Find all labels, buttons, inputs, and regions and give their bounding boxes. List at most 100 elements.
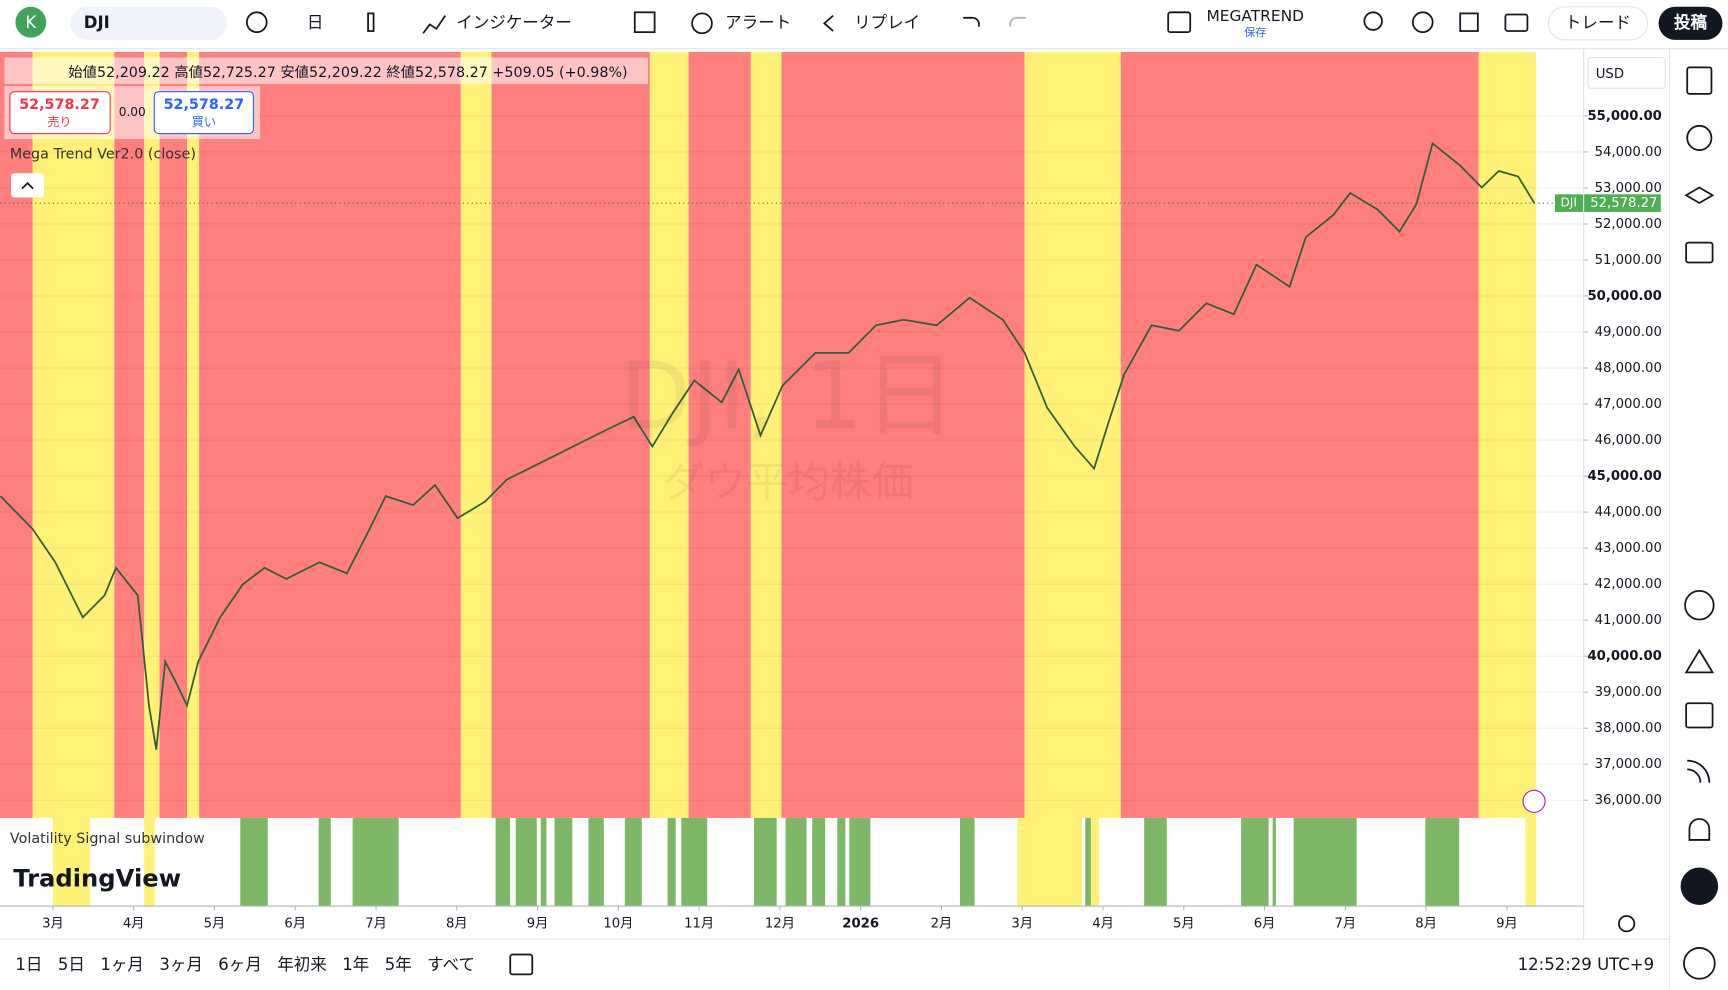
avatar-letter: K <box>25 13 37 32</box>
fullscreen-icon[interactable] <box>1459 12 1479 32</box>
x-tick-label: 6月 <box>284 917 306 932</box>
symbol: DJI <box>84 13 110 32</box>
trend-band <box>144 51 160 818</box>
interval[interactable]: 日 <box>307 13 324 32</box>
avatar[interactable] <box>15 6 47 38</box>
last-price-tag <box>1554 194 1661 212</box>
trend-band <box>750 51 782 818</box>
y-tick-label: 49,000.00 <box>1595 325 1662 340</box>
replay-icon <box>822 14 834 32</box>
watchlist-icon[interactable] <box>1686 66 1713 95</box>
signal-band <box>352 817 399 907</box>
layout-icon[interactable] <box>1167 11 1192 34</box>
collapse-icon <box>21 181 34 190</box>
bell-icon[interactable] <box>1688 818 1711 841</box>
signal-band <box>1525 817 1536 907</box>
chat-icon[interactable] <box>1685 241 1714 264</box>
signal-band <box>240 817 268 907</box>
signal-band <box>667 817 676 907</box>
alert-icon <box>691 12 713 35</box>
y-tick-label: 47,000.00 <box>1595 397 1662 412</box>
calendar-icon[interactable] <box>1685 702 1714 729</box>
y-tick-label: 41,000.00 <box>1595 613 1662 628</box>
x-tick-label: 4月 <box>123 917 145 932</box>
range-button[interactable]: 6ヶ月 <box>218 955 262 974</box>
signal-band <box>1241 817 1269 907</box>
sell-button[interactable] <box>9 91 111 135</box>
stream-icon[interactable] <box>1687 759 1711 783</box>
x-tick-label: 7月 <box>1335 917 1357 932</box>
x-tick-label: 11月 <box>684 917 714 932</box>
x-tick-label: 6月 <box>1254 917 1276 932</box>
ideas-icon[interactable] <box>1684 648 1715 674</box>
target-icon[interactable] <box>1684 589 1715 621</box>
lightning-icon[interactable] <box>1522 789 1546 813</box>
range-button[interactable]: 1日 <box>15 955 42 974</box>
trend-band <box>1024 51 1121 818</box>
layout-name[interactable]: MEGATREND <box>1206 7 1304 25</box>
buy-price: 52,578.27 <box>164 97 245 113</box>
y-tick-label: 40,000.00 <box>1587 649 1661 664</box>
y-tick-label: 46,000.00 <box>1595 433 1662 448</box>
alerts-button[interactable]: アラート <box>725 13 791 32</box>
signal-band <box>812 817 826 907</box>
apps-icon[interactable] <box>1680 867 1719 905</box>
y-tick-label: 55,000.00 <box>1587 109 1661 124</box>
trade-label: トレード <box>1565 13 1631 32</box>
y-tick-label: 37,000.00 <box>1595 757 1662 772</box>
signal-band <box>754 817 777 907</box>
replay-button[interactable]: リプレイ <box>854 13 920 32</box>
range-button[interactable]: 5年 <box>385 955 412 974</box>
camera-icon[interactable] <box>1504 13 1529 32</box>
signal-band <box>1293 817 1357 907</box>
signal-band <box>624 817 642 907</box>
signal-band <box>588 817 604 907</box>
publish-button[interactable] <box>1658 6 1723 40</box>
range-button[interactable]: すべて <box>427 955 475 974</box>
date-range-icon[interactable] <box>509 953 534 976</box>
range-button[interactable]: 1ヶ月 <box>100 955 144 974</box>
y-tick-label: 45,000.00 <box>1587 469 1661 484</box>
trend-band <box>688 51 751 818</box>
indicators-button[interactable]: インジケーター <box>456 13 572 32</box>
sell-price: 52,578.27 <box>19 97 100 113</box>
layers-icon[interactable] <box>1684 186 1715 204</box>
redo-icon[interactable] <box>1009 16 1026 27</box>
sell-label: 売り <box>47 114 71 129</box>
symbol-search[interactable] <box>70 6 228 40</box>
search-icon[interactable] <box>1363 11 1383 31</box>
x-tick-label: 8月 <box>446 917 468 932</box>
range-button[interactable]: 3ヶ月 <box>159 955 203 974</box>
brand: TradingView <box>13 864 181 893</box>
ohlc-legend: 始値52,209.22 高値52,725.27 安値52,209.22 終値52… <box>68 64 627 81</box>
y-tick-label: 50,000.00 <box>1587 289 1661 304</box>
currency-select[interactable] <box>1587 56 1666 89</box>
range-button[interactable]: 5日 <box>58 955 85 974</box>
collapse-button[interactable] <box>11 173 45 198</box>
add-symbol-icon[interactable] <box>245 11 268 34</box>
currency: USD <box>1596 67 1624 82</box>
undo-icon[interactable] <box>963 16 980 27</box>
trend-band <box>32 51 115 818</box>
y-tick-label: 42,000.00 <box>1595 577 1662 592</box>
trend-band <box>159 51 187 818</box>
help-icon[interactable] <box>1683 947 1716 980</box>
legend-bg <box>4 57 649 84</box>
publish-label: 投稿 <box>1674 12 1708 32</box>
signal-band <box>554 817 573 907</box>
sidebar <box>1680 66 1719 980</box>
range-button[interactable]: 年初来 <box>277 955 327 974</box>
signal-band <box>144 817 155 907</box>
buy-label: 買い <box>192 115 216 129</box>
trend-band <box>0 51 33 818</box>
alarm-icon[interactable] <box>1686 124 1713 151</box>
settings-icon[interactable] <box>1411 11 1434 34</box>
candle-icon[interactable] <box>367 12 375 32</box>
range-button[interactable]: 1年 <box>342 955 369 974</box>
templates-icon[interactable] <box>633 11 656 34</box>
trade-button[interactable] <box>1547 6 1649 41</box>
buy-button[interactable] <box>153 91 255 135</box>
y-tick-label: 53,000.00 <box>1595 181 1662 196</box>
axis-settings-icon[interactable] <box>1618 915 1636 933</box>
x-tick-label: 2026 <box>842 917 879 932</box>
